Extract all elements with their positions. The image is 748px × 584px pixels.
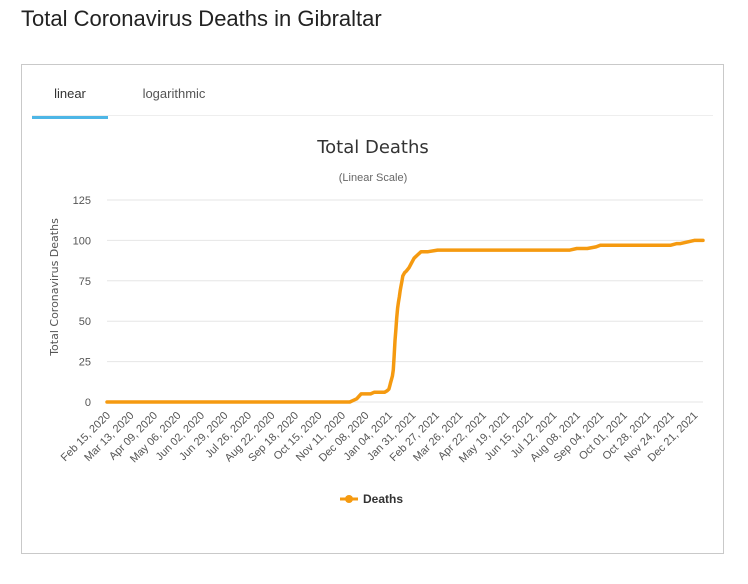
y-tick-label: 25 — [79, 357, 91, 369]
chart-title: Total Deaths — [316, 137, 429, 158]
tab-linear[interactable]: linear — [54, 86, 86, 101]
tab-logarithmic[interactable]: logarithmic — [142, 86, 206, 101]
chart-panel: linear logarithmic Total Deaths (Linear … — [21, 64, 724, 554]
series-line-deaths — [105, 238, 705, 404]
page-title: Total Coronavirus Deaths in Gibraltar — [21, 6, 382, 31]
y-tick-label: 50 — [79, 316, 91, 328]
chart-subtitle: (Linear Scale) — [339, 172, 407, 184]
deaths-line-chart: Total Deaths (Linear Scale) Total Corona… — [48, 137, 705, 506]
grid-lines — [107, 199, 703, 403]
legend-item-deaths[interactable]: Deaths — [363, 492, 403, 506]
active-tab-indicator — [32, 116, 108, 119]
legend[interactable]: Deaths — [340, 492, 403, 506]
y-tick-label: 75 — [79, 276, 91, 288]
y-axis-label: Total Coronavirus Deaths — [48, 218, 61, 357]
y-tick-label: 125 — [73, 195, 91, 207]
y-tick-labels: 0 25 50 75 100 125 — [73, 195, 91, 409]
y-tick-label: 100 — [73, 235, 91, 247]
scale-tabs: linear logarithmic — [32, 65, 713, 119]
legend-swatch-marker — [345, 495, 353, 503]
y-tick-label: 0 — [85, 397, 91, 409]
